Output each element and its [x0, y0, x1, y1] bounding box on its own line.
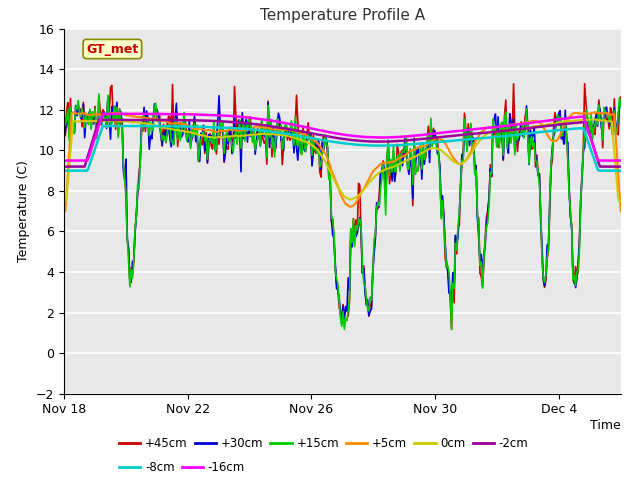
-8cm	[617, 168, 625, 174]
+30cm	[449, 270, 457, 276]
-2cm	[617, 164, 625, 169]
+15cm	[60, 109, 68, 115]
-16cm	[617, 157, 625, 163]
+15cm	[385, 137, 392, 143]
Line: -8cm: -8cm	[64, 126, 621, 171]
+45cm	[490, 132, 498, 137]
+5cm	[570, 110, 578, 116]
-2cm	[502, 128, 509, 133]
+30cm	[617, 101, 625, 107]
-2cm	[154, 117, 162, 123]
+30cm	[215, 93, 223, 98]
+5cm	[617, 208, 625, 214]
+30cm	[503, 143, 511, 149]
+5cm	[103, 111, 111, 117]
Y-axis label: Temperature (C): Temperature (C)	[17, 160, 30, 262]
+30cm	[103, 126, 111, 132]
Text: GT_met: GT_met	[86, 43, 138, 56]
Line: -2cm: -2cm	[64, 120, 621, 167]
0cm	[500, 128, 508, 133]
-16cm	[60, 157, 68, 163]
+45cm	[383, 154, 391, 159]
+15cm	[95, 91, 103, 97]
Line: +15cm: +15cm	[64, 94, 621, 329]
-2cm	[385, 139, 392, 144]
+5cm	[489, 125, 497, 131]
-16cm	[490, 124, 498, 130]
-8cm	[448, 138, 456, 144]
Legend: -8cm, -16cm: -8cm, -16cm	[115, 456, 250, 479]
+30cm	[338, 321, 346, 326]
Text: Time: Time	[590, 419, 621, 432]
-8cm	[60, 168, 68, 174]
+30cm	[386, 168, 394, 174]
-8cm	[106, 123, 113, 129]
-2cm	[572, 120, 579, 126]
Title: Temperature Profile A: Temperature Profile A	[260, 9, 425, 24]
-16cm	[572, 114, 579, 120]
-16cm	[448, 129, 456, 134]
+15cm	[573, 269, 580, 275]
+45cm	[502, 97, 509, 103]
0cm	[589, 117, 596, 122]
+15cm	[449, 280, 457, 286]
+5cm	[591, 109, 599, 115]
+45cm	[580, 81, 588, 86]
+15cm	[104, 93, 112, 98]
-16cm	[103, 111, 111, 117]
0cm	[489, 129, 497, 135]
-8cm	[572, 126, 579, 132]
-8cm	[502, 133, 509, 139]
-8cm	[103, 123, 111, 129]
+30cm	[60, 112, 68, 118]
+15cm	[503, 145, 511, 151]
Line: +30cm: +30cm	[64, 96, 621, 324]
+30cm	[573, 276, 580, 282]
0cm	[447, 156, 454, 161]
+15cm	[448, 326, 456, 332]
-8cm	[490, 134, 498, 140]
Line: +5cm: +5cm	[64, 112, 621, 211]
-2cm	[103, 117, 111, 123]
+15cm	[492, 123, 499, 129]
+45cm	[617, 94, 625, 100]
0cm	[60, 198, 68, 204]
+45cm	[447, 298, 454, 303]
-16cm	[385, 134, 392, 140]
Line: 0cm: 0cm	[64, 120, 621, 201]
+5cm	[500, 123, 508, 129]
-16cm	[502, 123, 509, 129]
-2cm	[490, 129, 498, 135]
+45cm	[60, 111, 68, 117]
0cm	[570, 118, 578, 123]
+45cm	[572, 264, 579, 270]
+45cm	[448, 326, 456, 332]
-8cm	[385, 143, 392, 148]
+5cm	[383, 160, 391, 166]
-2cm	[60, 164, 68, 169]
-16cm	[121, 111, 129, 117]
0cm	[383, 166, 391, 172]
Line: +45cm: +45cm	[64, 84, 621, 329]
+15cm	[617, 104, 625, 110]
+5cm	[447, 150, 454, 156]
Line: -16cm: -16cm	[64, 114, 621, 160]
0cm	[617, 198, 625, 204]
-2cm	[448, 133, 456, 139]
+45cm	[103, 119, 111, 124]
0cm	[103, 118, 111, 123]
+30cm	[492, 111, 499, 117]
+5cm	[60, 208, 68, 214]
